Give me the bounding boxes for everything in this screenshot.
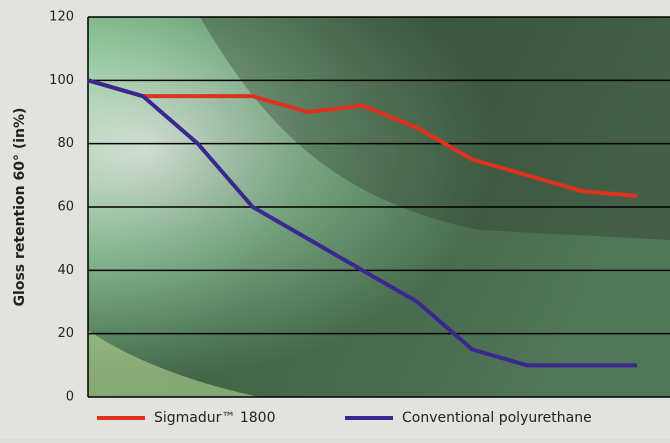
legend-label: Sigmadur™ 1800 [154,410,275,426]
series-line [87,78,638,198]
y-tick-label: 60 [57,200,74,215]
y-axis-label: Gloss retention 60° (in%) [12,108,28,307]
y-tick-label: 100 [49,73,74,88]
y-tick-label: 20 [57,326,74,341]
y-tick-label: 120 [49,10,74,25]
y-tick-label: 80 [57,136,74,151]
legend-label: Conventional polyurethane [402,410,592,426]
y-tick-label: 0 [66,390,74,405]
background-shape [88,330,260,397]
series-line [87,78,638,368]
y-tick-label: 40 [57,263,74,278]
